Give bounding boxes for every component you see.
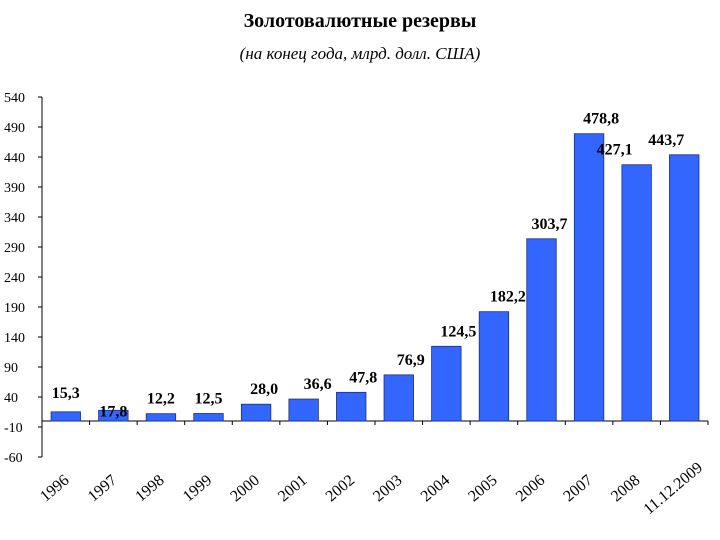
- bar: [336, 391, 367, 422]
- data-label: 427,1: [597, 142, 633, 159]
- bar: [240, 403, 272, 422]
- data-label: 124,5: [440, 323, 476, 340]
- bar: [50, 411, 81, 422]
- chart-title: Золотовалютные резервы: [243, 10, 477, 32]
- y-tick-label: 390: [4, 181, 25, 196]
- x-tick-label: 2008: [608, 472, 643, 506]
- x-tick-label: 2003: [370, 472, 405, 506]
- bar: [621, 164, 652, 422]
- y-tick-label: 490: [4, 121, 25, 136]
- data-label: 12,2: [147, 391, 175, 408]
- bar: [669, 154, 700, 422]
- x-tick-label: 1998: [132, 472, 167, 506]
- chart-subtitle: (на конец года, млрд. долл. США): [239, 44, 481, 63]
- y-tick-label: 290: [4, 241, 25, 256]
- y-tick-label: 240: [4, 271, 25, 286]
- data-label: 182,2: [490, 289, 526, 306]
- x-tick-label: 2005: [465, 472, 500, 506]
- y-tick-label: 40: [4, 391, 18, 406]
- x-tick-label: 2002: [323, 472, 358, 506]
- bar: [288, 398, 319, 422]
- bar: [573, 133, 605, 422]
- data-label: 36,6: [304, 376, 332, 393]
- x-tick-label: 2006: [513, 472, 548, 506]
- x-tick-label: 11.12.2009: [641, 459, 707, 518]
- data-label: 12,5: [195, 391, 223, 408]
- y-tick-label: 190: [4, 301, 25, 316]
- data-label: 28,0: [250, 381, 278, 398]
- x-tick-label: 2001: [275, 472, 310, 506]
- y-tick-label: 540: [4, 91, 25, 106]
- data-label: 443,7: [648, 132, 684, 149]
- x-tick-label: 1999: [180, 472, 215, 506]
- x-tick-label: 2000: [227, 472, 262, 506]
- bar: [145, 413, 177, 422]
- bar: [383, 374, 414, 422]
- y-tick-label: 340: [4, 211, 25, 226]
- bar: [431, 345, 462, 422]
- x-tick-label: 1996: [37, 472, 72, 506]
- x-tick-label: 2007: [560, 472, 595, 506]
- data-label: 478,8: [583, 111, 619, 128]
- bar: [98, 409, 129, 422]
- y-tick-label: 140: [4, 331, 25, 346]
- data-label: 303,7: [532, 216, 568, 233]
- data-label: 47,8: [349, 369, 377, 386]
- y-tick-label: -10: [4, 421, 23, 436]
- x-tick-label: 2004: [418, 472, 453, 506]
- data-label: 15,3: [52, 385, 80, 402]
- bar: [478, 311, 510, 422]
- x-tick-label: 1997: [85, 472, 120, 506]
- data-label: 76,9: [397, 352, 425, 369]
- y-tick-label: -60: [4, 451, 23, 466]
- data-label: 17,8: [99, 403, 127, 420]
- bar: [193, 413, 224, 422]
- bar: [526, 238, 557, 422]
- y-tick-label: 440: [4, 151, 25, 166]
- y-tick-label: 90: [4, 361, 18, 376]
